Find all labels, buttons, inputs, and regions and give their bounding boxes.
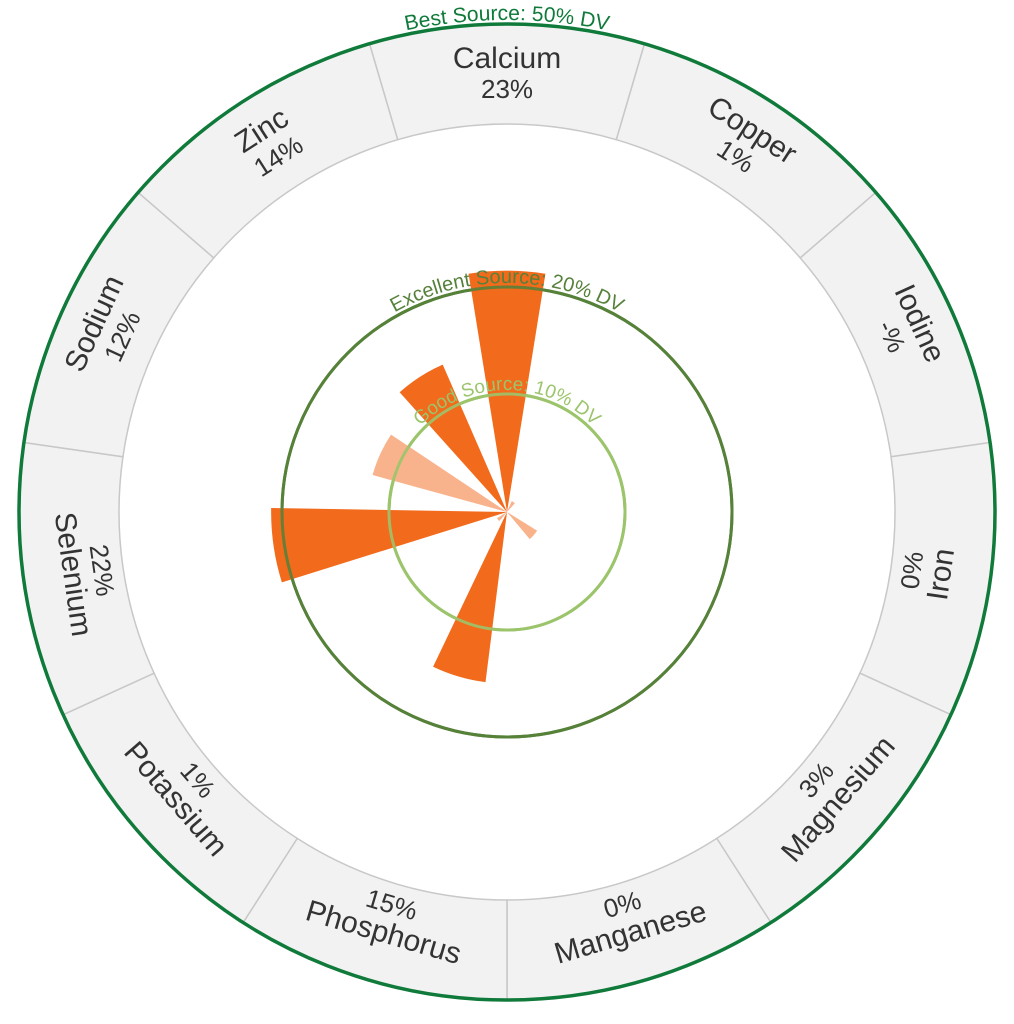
segment-name: Calcium	[453, 42, 561, 75]
segment-pct: 0%	[894, 549, 929, 590]
nutrient-radial-chart: Best Source: 50% DVExcellent Source: 20%…	[0, 0, 1014, 1024]
value-wedge	[507, 512, 537, 539]
segment-pct: 23%	[481, 74, 533, 104]
value-wedges	[271, 271, 545, 682]
value-wedge	[433, 512, 507, 682]
